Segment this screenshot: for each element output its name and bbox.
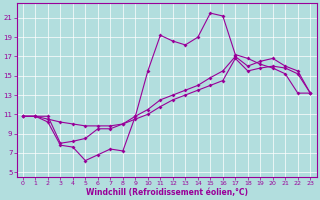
X-axis label: Windchill (Refroidissement éolien,°C): Windchill (Refroidissement éolien,°C)	[85, 188, 248, 197]
